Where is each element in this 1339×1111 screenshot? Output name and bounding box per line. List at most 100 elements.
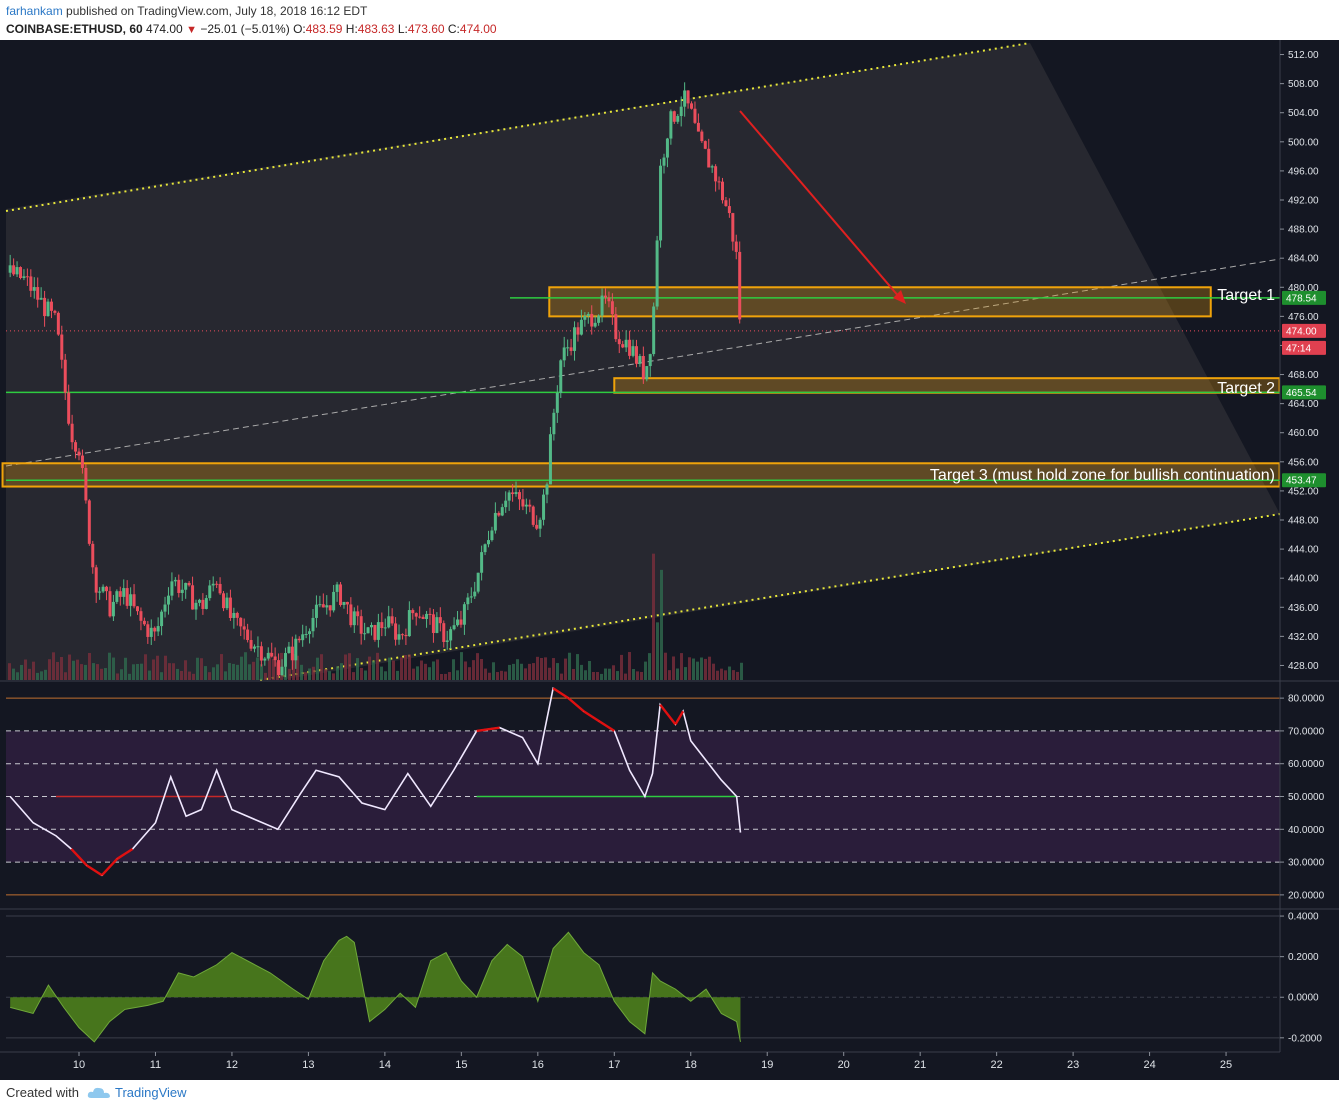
price-tick-label: 440.00 <box>1288 574 1319 585</box>
volume-bar <box>496 672 499 680</box>
candle-body <box>672 111 676 122</box>
candle-body <box>266 652 270 659</box>
candle-body <box>459 619 463 625</box>
candle-body <box>524 504 528 507</box>
candle-body <box>380 622 384 628</box>
created-with-text: Created with <box>6 1085 79 1100</box>
rsi-extreme-segment <box>583 710 600 723</box>
volume-bar <box>488 672 491 680</box>
candle-body <box>590 313 594 327</box>
candle-body <box>669 111 673 139</box>
price-tick-label: 444.00 <box>1288 545 1319 556</box>
candle-body <box>390 616 394 624</box>
candle-body <box>624 339 628 348</box>
candle-body <box>607 297 611 302</box>
candle-body <box>414 613 418 617</box>
rsi-tick-label: 60.0000 <box>1288 759 1325 770</box>
price-tick-label: 460.00 <box>1288 428 1319 439</box>
volume-bar <box>664 652 667 680</box>
candle-body <box>53 310 57 313</box>
volume-bar <box>452 659 455 680</box>
volume-bar <box>36 672 39 680</box>
publish-info: farhankam published on TradingView.com, … <box>6 4 367 18</box>
rsi-extreme-segment <box>116 847 134 860</box>
volume-bar <box>344 654 347 680</box>
candle-body <box>32 287 36 291</box>
volume-bar <box>540 657 543 680</box>
time-tick-label: 20 <box>838 1059 850 1071</box>
candle-body <box>242 626 246 630</box>
price-axis[interactable]: 512.00 508.00 504.00 500.00 496.00 492.00 488.… <box>0 40 1339 1052</box>
volume-bar <box>332 673 335 680</box>
oscillator-pane[interactable] <box>6 915 1280 1043</box>
volume-bar <box>556 663 559 680</box>
candle-body <box>194 602 198 610</box>
volume-bar <box>648 653 651 680</box>
volume-bar <box>60 656 63 680</box>
candle-body <box>597 315 601 323</box>
chart-canvas[interactable]: Target 1 Target 2 Target 3 (must hold zone… <box>0 40 1339 1080</box>
candle-body <box>94 567 98 593</box>
target-3-label: Target 3 (must hold zone for bullish con… <box>930 467 1275 484</box>
candle-body <box>707 148 711 168</box>
candle-body <box>676 116 680 122</box>
time-tick-label: 23 <box>1067 1059 1079 1071</box>
volume-bar <box>696 661 699 680</box>
time-axis[interactable]: 10 11 12 13 14 15 16 17 18 19 20 21 22 23 24 25 <box>0 1051 1339 1080</box>
price-pane[interactable]: Target 1 Target 2 Target 3 (must hold zone… <box>1 42 1281 681</box>
tradingview-link[interactable]: TradingView <box>87 1085 187 1100</box>
volume-bar <box>692 658 695 680</box>
candle-body <box>696 122 700 132</box>
candle-body <box>724 200 728 207</box>
volume-bar <box>248 664 251 680</box>
volume-bar <box>728 666 731 680</box>
volume-bar <box>584 670 587 680</box>
volume-bar <box>568 652 571 680</box>
candle-body <box>610 301 614 315</box>
candle-body <box>542 494 546 520</box>
candle-body <box>552 412 556 435</box>
volume-bar <box>456 670 459 680</box>
candle-body <box>731 213 735 242</box>
volume-bar <box>20 664 23 680</box>
candle-body <box>208 585 212 599</box>
candle-body <box>259 646 263 661</box>
candle-body <box>263 658 267 661</box>
rsi-extreme-segment <box>85 864 103 877</box>
candle-body <box>125 588 129 606</box>
volume-bar <box>604 668 607 680</box>
author-link[interactable]: farhankam <box>6 4 63 18</box>
tradingview-brand[interactable]: TradingView <box>114 1085 187 1100</box>
candle-body <box>548 434 552 485</box>
open-label: O: <box>293 22 306 36</box>
time-tick-label: 21 <box>914 1059 926 1071</box>
volume-bar <box>32 661 35 680</box>
rsi-pane[interactable] <box>6 686 1280 896</box>
candle-body <box>449 629 453 641</box>
candle-body <box>304 634 308 636</box>
candle-body <box>720 181 724 201</box>
volume-bar <box>92 663 95 680</box>
rsi-extreme-segment <box>70 848 88 867</box>
candle-body <box>256 646 260 648</box>
volume-bar <box>88 652 91 680</box>
rsi-extreme-segment <box>674 710 685 725</box>
candle-body <box>311 617 315 632</box>
candle-body <box>562 347 566 361</box>
volume-bar <box>564 658 567 680</box>
candle-body <box>135 606 139 612</box>
candle-body <box>235 612 239 618</box>
candle-body <box>400 634 404 636</box>
candle-body <box>411 610 415 614</box>
volume-bar <box>672 656 675 680</box>
candle-body <box>297 638 301 641</box>
candle-body <box>225 597 229 609</box>
candle-body <box>70 423 74 443</box>
candle-body <box>105 586 109 592</box>
high-value: 483.63 <box>357 22 395 36</box>
candle-body <box>184 582 188 590</box>
volume-bar <box>468 667 471 680</box>
candle-body <box>122 588 126 597</box>
osc-tick-label: 0.0000 <box>1288 993 1319 1004</box>
target-zone-1 <box>548 286 1212 318</box>
